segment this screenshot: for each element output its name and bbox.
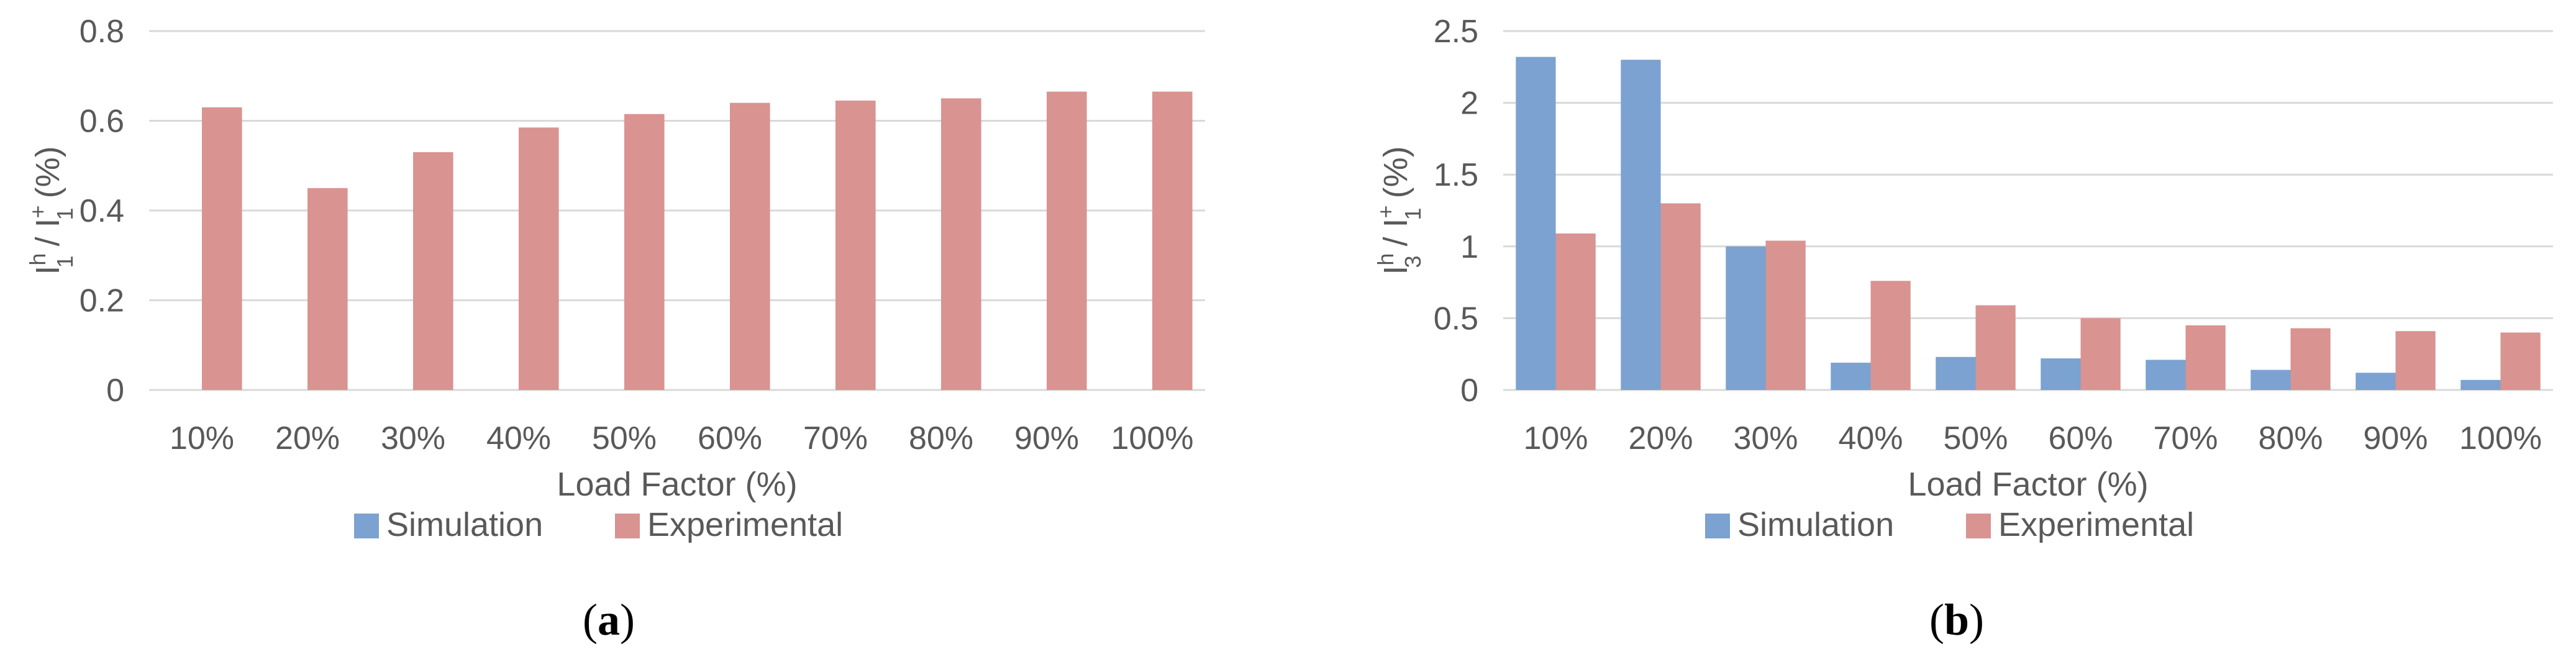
bar-experimental (1870, 281, 1911, 390)
bar-experimental (2185, 325, 2226, 390)
y-tick-label: 1 (1460, 229, 1478, 265)
legend-swatch-simulation (354, 514, 379, 538)
legend-swatch-experimental (615, 514, 640, 538)
bar-experimental (2500, 332, 2541, 390)
panel-label-letter: b (1944, 595, 1969, 645)
bar-experimental (2290, 328, 2331, 390)
bar-simulation (1831, 363, 1871, 390)
bar-simulation (1936, 356, 1976, 390)
y-axis-title-part: 1 (52, 207, 78, 220)
y-axis-title: Ih3 / I+1 (%) (1373, 146, 1426, 274)
bar-experimental (2080, 318, 2121, 390)
panel-label-letter: a (598, 595, 620, 645)
legend-swatch-simulation (1705, 514, 1730, 538)
legend-swatch-experimental (1966, 514, 1991, 538)
bar-experimental (1152, 91, 1193, 390)
y-tick-label: 0.8 (80, 14, 124, 50)
x-tick-label: 70% (2153, 420, 2218, 456)
bar-experimental (519, 127, 559, 390)
y-axis-title-part: I (1377, 266, 1414, 275)
bar-simulation (2251, 369, 2291, 390)
x-tick-label: 80% (2258, 420, 2323, 456)
y-axis-title-part: h (25, 253, 50, 266)
y-axis-title-part: (%) (1377, 146, 1414, 207)
x-axis-title: Load Factor (%) (557, 466, 797, 503)
bar-experimental (1765, 240, 1806, 390)
panel-label: (a) (583, 595, 635, 645)
y-axis-title-part: + (25, 205, 50, 218)
bar-experimental (413, 152, 453, 390)
y-tick-label: 0.5 (1434, 301, 1478, 337)
y-tick-label: 0.6 (80, 104, 124, 140)
y-axis-title-part: / I (1377, 218, 1414, 255)
panel-label: (b) (1929, 595, 1984, 645)
y-axis-title-part: 1 (1400, 207, 1426, 220)
x-tick-label: 30% (1733, 420, 1798, 456)
bar-experimental (624, 114, 665, 390)
y-tick-label: 0.4 (80, 193, 124, 229)
x-tick-label: 80% (909, 420, 973, 456)
y-tick-label: 2.5 (1434, 14, 1478, 50)
y-axis-title-part: 1 (52, 255, 78, 268)
bar-simulation (1516, 57, 1556, 391)
x-tick-label: 90% (2363, 420, 2428, 456)
bar-experimental (1660, 203, 1701, 390)
y-tick-label: 2 (1460, 86, 1478, 122)
bar-experimental (835, 100, 876, 391)
bar-simulation (2460, 379, 2501, 390)
panel-label-open: ( (583, 595, 598, 645)
x-tick-label: 40% (486, 420, 551, 456)
legend-label-experimental: Experimental (647, 506, 843, 543)
legend-label-simulation: Simulation (386, 506, 543, 543)
bar-experimental (1975, 305, 2016, 390)
bar-simulation (2146, 360, 2186, 390)
bar-simulation (1621, 60, 1661, 391)
y-axis-title-part: (%) (29, 146, 66, 207)
x-tick-label: 30% (381, 420, 445, 456)
x-tick-label: 70% (803, 420, 868, 456)
x-tick-label: 20% (1628, 420, 1693, 456)
bar-experimental (2395, 331, 2436, 390)
y-tick-label: 0.2 (80, 283, 124, 319)
y-axis-title-part: I (29, 266, 66, 275)
legend-label-simulation: Simulation (1737, 506, 1894, 543)
bar-experimental (730, 102, 770, 390)
y-tick-label: 1.5 (1434, 157, 1478, 193)
x-tick-label: 50% (592, 420, 657, 456)
y-axis-title-part: 3 (1400, 255, 1426, 268)
x-tick-label: 10% (1523, 420, 1588, 456)
bar-experimental (941, 98, 981, 390)
y-axis-title-part: + (1373, 205, 1398, 218)
bar-experimental (307, 188, 348, 390)
x-tick-label: 40% (1838, 420, 1903, 456)
bar-experimental (202, 107, 242, 390)
y-axis-title-part: / I (29, 218, 66, 255)
panel-label-close: ) (620, 595, 635, 645)
chart-b: 0 0.5 1 1.5 2 2.5 10% 20% 30% 40% 50% 60% 70% 80% 90% 1… (1373, 14, 2553, 645)
x-tick-label: 60% (2048, 420, 2113, 456)
legend-label-experimental: Experimental (1998, 506, 2194, 543)
x-tick-label: 100% (1111, 420, 1194, 456)
x-tick-label: 50% (1943, 420, 2008, 456)
chart-a: 0 0.2 0.4 0.6 0.8 10% 20% 30% 40% 50% 60% 70% 80% 90%… (25, 14, 1205, 645)
y-tick-label: 0 (1460, 373, 1478, 409)
y-axis-title: Ih1 / I+1 (%) (25, 146, 78, 274)
bar-simulation (2041, 358, 2081, 390)
x-tick-label: 100% (2459, 420, 2542, 456)
y-tick-label: 0 (106, 373, 124, 409)
bar-experimental (1047, 91, 1087, 390)
bar-simulation (2355, 373, 2396, 390)
x-tick-label: 90% (1014, 420, 1079, 456)
x-tick-label: 60% (698, 420, 762, 456)
x-axis-title: Load Factor (%) (1908, 466, 2148, 503)
bar-experimental (1555, 233, 1596, 390)
y-axis-title-part: h (1373, 253, 1398, 266)
panel-label-close: ) (1969, 595, 1984, 645)
bar-simulation (1726, 246, 1766, 390)
panel-label-open: ( (1929, 595, 1944, 645)
x-tick-label: 10% (170, 420, 234, 456)
x-tick-label: 20% (275, 420, 340, 456)
